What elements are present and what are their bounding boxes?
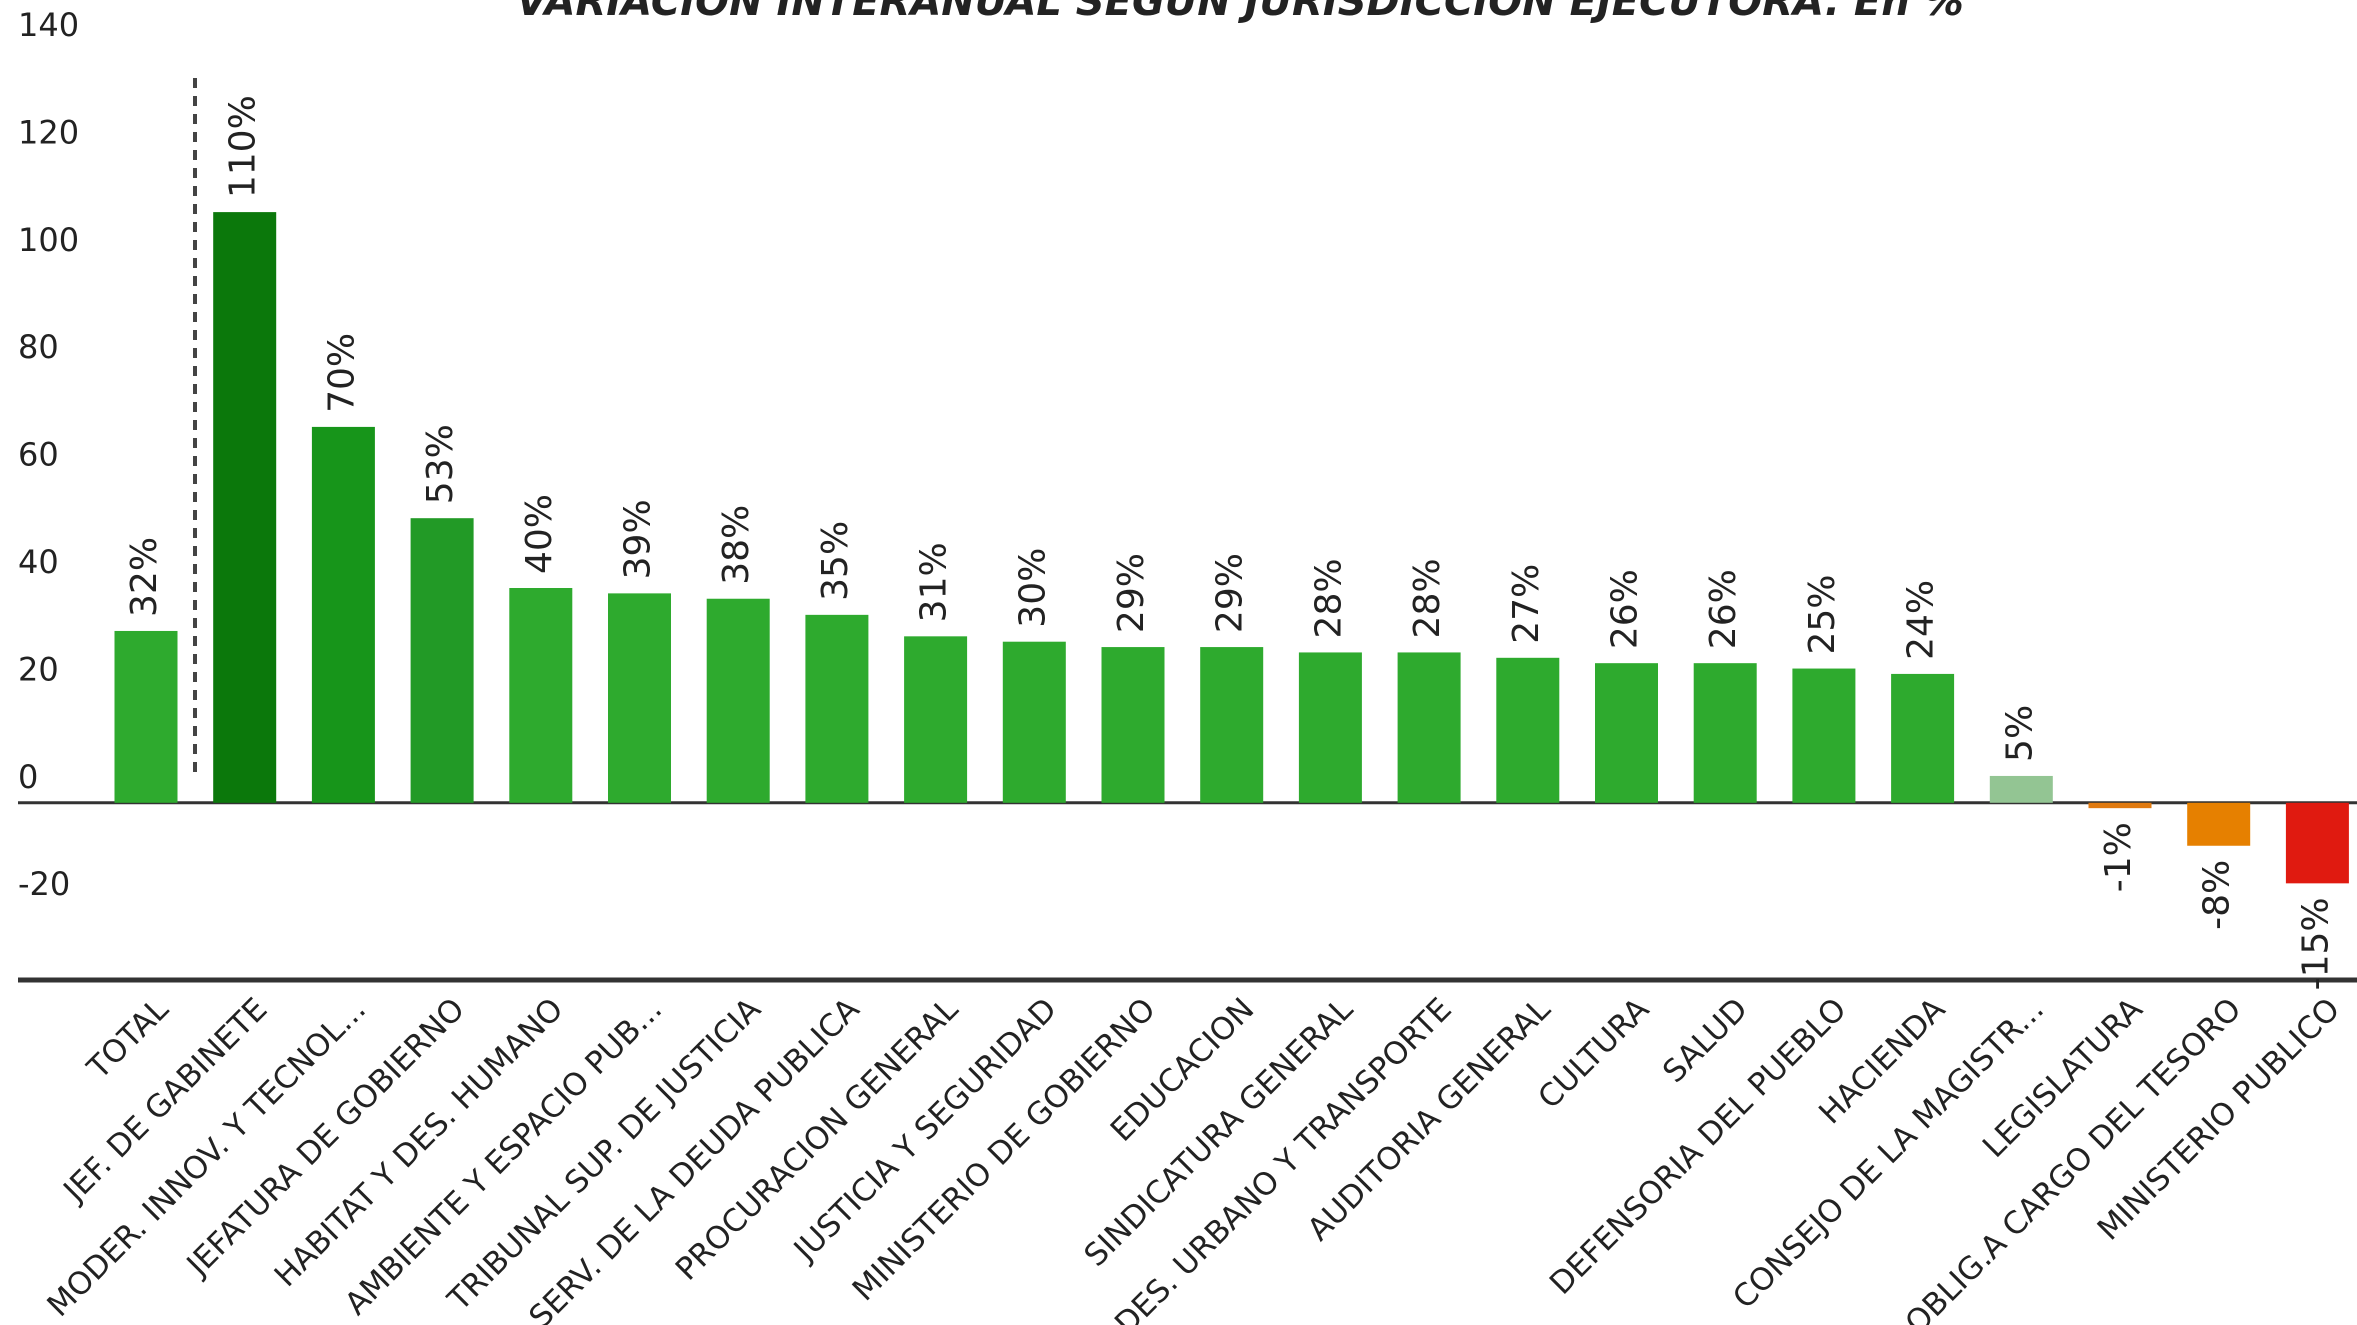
y-tick-label: 60 — [18, 436, 59, 474]
y-tick-label: 100 — [18, 221, 79, 259]
value-label: 29% — [1111, 553, 1152, 633]
bar — [1298, 652, 1362, 803]
y-tick-label: 20 — [18, 650, 59, 688]
y-tick-label: 140 — [18, 6, 79, 44]
bar — [1595, 663, 1658, 803]
chart-title: VARIACION INTERANUAL SEGUN JURISDICCION … — [516, 0, 1963, 25]
value-label: 29% — [1210, 553, 1251, 633]
bar — [114, 630, 178, 803]
value-label: 28% — [1407, 558, 1448, 638]
value-label: 39% — [618, 499, 659, 579]
bar — [1496, 657, 1560, 803]
bar — [1397, 652, 1461, 803]
value-label: 25% — [1802, 575, 1843, 655]
value-label: -15% — [2295, 897, 2336, 990]
bar — [410, 518, 474, 803]
bar — [1792, 668, 1856, 803]
bar — [608, 593, 671, 803]
value-label: 40% — [519, 494, 560, 574]
bar — [2187, 802, 2251, 846]
bar — [213, 212, 277, 803]
bar — [2285, 802, 2349, 884]
value-label: 31% — [914, 542, 955, 622]
value-label: 28% — [1308, 558, 1349, 638]
value-label: 5% — [1999, 705, 2040, 762]
value-label: 110% — [223, 95, 264, 198]
bar — [1891, 673, 1955, 803]
value-label: 26% — [1605, 569, 1646, 649]
bar — [1002, 641, 1066, 803]
bar — [2088, 802, 2152, 809]
bar — [1200, 647, 1264, 803]
bar — [1989, 775, 2053, 803]
bar — [311, 426, 375, 803]
x-tick-label: TOTAL — [80, 991, 176, 1087]
value-label: 30% — [1012, 548, 1053, 628]
value-label: 38% — [716, 505, 757, 585]
value-label: -1% — [2098, 822, 2139, 892]
value-label: 26% — [1703, 569, 1744, 649]
value-label: 27% — [1506, 564, 1547, 644]
value-label: 24% — [1901, 580, 1942, 660]
bar — [1101, 647, 1165, 803]
y-tick-label: 40 — [18, 543, 59, 581]
value-label: 70% — [321, 333, 362, 413]
x-tick-label: SALUD — [1656, 991, 1755, 1090]
bar — [904, 636, 968, 803]
value-label: 32% — [124, 537, 165, 617]
bar — [706, 598, 770, 803]
value-label: 53% — [420, 424, 461, 504]
y-tick-label: 80 — [18, 328, 59, 366]
bar — [509, 588, 573, 803]
y-tick-label: 0 — [18, 758, 38, 796]
value-label: 35% — [815, 521, 856, 601]
y-tick-label: -20 — [18, 865, 70, 903]
value-label: -8% — [2197, 860, 2238, 930]
y-tick-label: 120 — [18, 113, 79, 151]
bar — [1693, 663, 1757, 803]
bar — [805, 614, 869, 803]
